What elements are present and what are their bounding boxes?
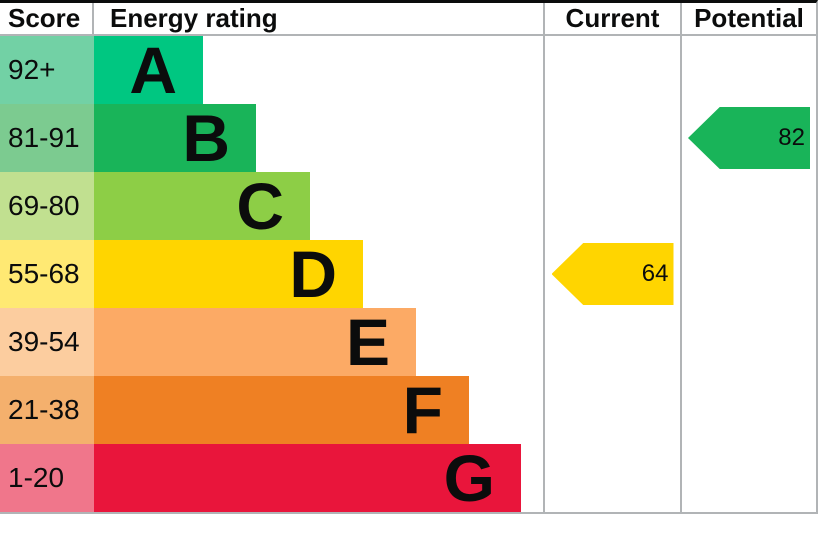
score-range-b: 81-91 bbox=[0, 104, 94, 172]
band-row-e: E bbox=[94, 308, 543, 376]
header-potential-label: Potential bbox=[694, 3, 804, 33]
header-potential: Potential bbox=[680, 3, 816, 36]
header-current-label: Current bbox=[565, 3, 660, 33]
band-row-c: C bbox=[94, 172, 543, 240]
score-range-a: 92+ bbox=[0, 36, 94, 104]
header-current: Current bbox=[543, 3, 680, 36]
band-row-g: G bbox=[94, 444, 543, 512]
header-energy-rating: Energy rating bbox=[94, 3, 543, 36]
epc-rating-chart: Score Energy rating Current Potential 92… bbox=[0, 0, 818, 514]
band-bar-d: D bbox=[94, 240, 363, 308]
score-range-a-label: 92+ bbox=[8, 54, 56, 85]
potential-cell-d bbox=[680, 240, 816, 308]
score-range-c: 69-80 bbox=[0, 172, 94, 240]
potential-cell-c bbox=[680, 172, 816, 240]
potential-rating-arrow: 82 bbox=[688, 107, 810, 169]
band-row-a: A bbox=[94, 36, 543, 104]
header-score: Score bbox=[0, 3, 94, 36]
score-range-b-label: 81-91 bbox=[8, 122, 80, 153]
band-letter-c: C bbox=[236, 169, 284, 243]
band-letter-f: F bbox=[402, 373, 443, 447]
current-cell-b bbox=[543, 104, 680, 172]
current-rating-value: 64 bbox=[641, 260, 669, 287]
current-cell-d: 64 bbox=[543, 240, 680, 308]
band-letter-g: G bbox=[443, 441, 495, 515]
current-cell-e bbox=[543, 308, 680, 376]
score-range-e-label: 39-54 bbox=[8, 326, 80, 357]
current-cell-f bbox=[543, 376, 680, 444]
score-range-e: 39-54 bbox=[0, 308, 94, 376]
score-range-g-label: 1-20 bbox=[8, 462, 65, 493]
band-letter-b: B bbox=[182, 101, 230, 175]
potential-cell-g bbox=[680, 444, 816, 512]
current-cell-a bbox=[543, 36, 680, 104]
current-cell-g bbox=[543, 444, 680, 512]
band-row-d: D bbox=[94, 240, 543, 308]
score-range-f: 21-38 bbox=[0, 376, 94, 444]
band-letter-a: A bbox=[129, 33, 177, 107]
band-letter-e: E bbox=[345, 305, 390, 379]
band-bar-b: B bbox=[94, 104, 256, 172]
score-range-c-label: 69-80 bbox=[8, 190, 80, 221]
header-score-label: Score bbox=[8, 3, 81, 33]
score-range-g: 1-20 bbox=[0, 444, 94, 512]
band-bar-a: A bbox=[94, 36, 203, 104]
potential-cell-b: 82 bbox=[680, 104, 816, 172]
score-range-d: 55-68 bbox=[0, 240, 94, 308]
band-bar-c: C bbox=[94, 172, 310, 240]
band-row-b: B bbox=[94, 104, 543, 172]
current-cell-c bbox=[543, 172, 680, 240]
potential-cell-e bbox=[680, 308, 816, 376]
header-energy-rating-label: Energy rating bbox=[110, 3, 278, 33]
current-rating-arrow: 64 bbox=[551, 243, 674, 305]
score-range-d-label: 55-68 bbox=[8, 258, 80, 289]
band-letter-d: D bbox=[289, 237, 337, 311]
band-bar-g: G bbox=[94, 444, 521, 512]
score-range-f-label: 21-38 bbox=[8, 394, 80, 425]
band-bar-e: E bbox=[94, 308, 416, 376]
potential-rating-value: 82 bbox=[778, 124, 805, 151]
band-row-f: F bbox=[94, 376, 543, 444]
potential-cell-a bbox=[680, 36, 816, 104]
potential-cell-f bbox=[680, 376, 816, 444]
band-bar-f: F bbox=[94, 376, 469, 444]
